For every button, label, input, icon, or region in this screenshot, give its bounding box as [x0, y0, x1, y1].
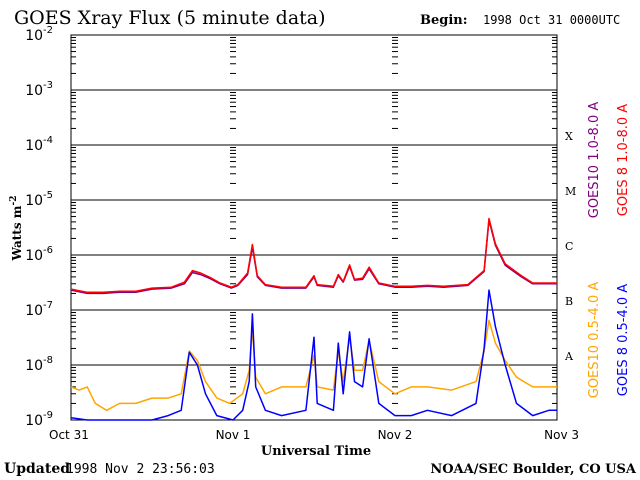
legend-entry: GOES 8 0.5-4.0 A	[616, 284, 631, 396]
chart-title: GOES Xray Flux (5 minute data)	[14, 7, 326, 29]
x-tick-label: Oct 31	[49, 428, 89, 442]
plot-frame	[70, 34, 558, 421]
y-axis-label: Watts m-2	[9, 196, 24, 262]
flare-class-label: C	[565, 240, 573, 253]
credit-label: NOAA/SEC Boulder, CO USA	[430, 462, 637, 477]
x-tick-label: Nov 3	[544, 428, 579, 442]
y-tick-label: 10-5	[25, 190, 53, 209]
begin-label: Begin:	[420, 13, 468, 28]
x-tick-label: Nov 2	[378, 428, 413, 442]
begin-value: 1998 Oct 31 0000UTC	[483, 13, 620, 27]
legend-entry: GOES 8 1.0-8.0 A	[616, 104, 631, 216]
legend-entry: GOES10 0.5-4.0 A	[587, 282, 602, 399]
y-tick-label: 10-6	[25, 245, 53, 264]
y-tick-label: 10-4	[25, 135, 53, 154]
x-axis-label: Universal Time	[261, 444, 371, 459]
y-tick-label: 10-8	[25, 355, 53, 374]
y-tick-label: 10-3	[25, 80, 53, 99]
x-tick-label: Nov 1	[216, 428, 251, 442]
series-line	[70, 219, 557, 295]
y-tick-label: 10-2	[25, 25, 53, 44]
legend-entry: GOES10 1.0-8.0 A	[587, 102, 602, 219]
flare-class-label: X	[565, 130, 573, 143]
series-line	[70, 319, 557, 412]
flare-class-label: M	[565, 185, 576, 198]
flare-class-label: A	[564, 350, 574, 363]
y-tick-label: 10-7	[25, 300, 53, 319]
series-line	[70, 289, 557, 421]
flare-class-label: B	[565, 295, 573, 308]
y-tick-label: 10-9	[25, 410, 53, 429]
updated-label: Updated	[4, 461, 70, 477]
series-line	[70, 217, 557, 294]
updated-timestamp: 1998 Nov 2 23:56:03	[66, 462, 215, 477]
